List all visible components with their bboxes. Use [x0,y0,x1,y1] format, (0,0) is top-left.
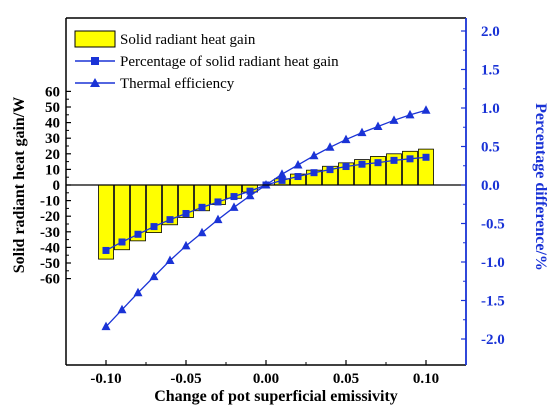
marker-square [166,216,174,224]
marker-triangle [277,169,287,178]
legend-label-percentage: Percentage of solid radiant heat gain [120,54,339,70]
marker-square [310,169,318,177]
marker-square [150,223,158,231]
marker-square [278,176,286,184]
y2-tick-label: -0.5 [481,217,505,233]
marker-square [406,155,414,163]
y-tick-label: 20 [45,147,60,163]
marker-triangle [357,127,367,137]
x-tick-label: 0.00 [253,371,279,387]
y-tick-label: -20 [40,209,60,225]
marker-triangle [325,142,335,151]
marker-triangle [133,287,143,297]
marker-triangle [197,227,207,237]
marker-triangle [405,109,415,119]
marker-triangle [389,115,399,124]
y-tick-label: -10 [40,194,60,210]
y-tick-label: -40 [40,240,60,256]
y-axis-title: Solid radiant heat gain/W [11,97,28,273]
x-tick-label: 0.10 [413,371,439,387]
x-tick-label: -0.10 [90,371,121,387]
marker-triangle [421,105,431,114]
marker-square [358,160,366,168]
legend-label-thermal-efficiency: Thermal efficiency [120,76,235,92]
marker-triangle [117,304,127,314]
legend-triangle-marker [90,78,100,87]
y-tick-label: -60 [40,272,60,288]
marker-triangle [261,180,271,189]
marker-triangle [293,159,303,169]
y-tick-label: 30 [45,131,60,147]
legend-square-marker [91,57,99,65]
marker-square [198,203,206,211]
legend-swatch-bar [74,30,116,48]
marker-triangle [101,321,111,331]
y-tick-label: 60 [45,84,60,100]
bars-layer [98,148,434,260]
marker-triangle [213,214,223,224]
y-tick-label: 0 [53,178,61,194]
marker-triangle [309,150,319,160]
y2-tick-label: 1.0 [481,101,500,117]
y2-axis-title: Percentage difference/% [532,103,549,271]
marker-triangle [229,202,239,211]
marker-square [342,163,350,171]
marker-square [134,230,142,238]
x-axis-title: Change of pot superficial emissivity [154,388,398,405]
x-tick-label: 0.05 [333,371,359,387]
marker-square [374,159,382,167]
y2-tick-label: 0.0 [481,178,500,194]
marker-triangle [341,134,351,144]
marker-square [294,173,302,181]
x-tick-label: -0.05 [170,371,201,387]
y2-tick-label: -2.0 [481,332,505,348]
y2-tick-label: 0.5 [481,140,500,156]
marker-triangle [165,255,175,264]
frame-layer [65,17,467,366]
marker-triangle [149,271,159,281]
y2-tick-label: 2.0 [481,24,500,40]
y-tick-label: 50 [45,100,60,116]
y-tick-label: 10 [45,162,60,178]
marker-square [422,153,430,161]
marker-triangle [373,121,383,130]
marker-square [102,246,110,254]
y-tick-label: -50 [40,256,60,272]
legend: Solid radiant heat gain Percentage of so… [74,30,339,92]
legend-label-solid-radiant-heat-gain: Solid radiant heat gain [120,32,256,48]
y2-tick-label: 1.5 [481,63,500,79]
marker-square [182,209,190,217]
marker-square [118,238,126,246]
marker-square [326,166,334,174]
y-tick-label: 40 [45,116,60,132]
marker-triangle [245,190,255,200]
marker-square [214,198,222,206]
marker-triangle [181,240,191,250]
y-tick-label: -30 [40,225,60,241]
y2-tick-label: -1.0 [481,255,505,271]
marker-square [390,156,398,164]
y2-tick-label: -1.5 [481,294,505,310]
marker-square [230,193,238,201]
